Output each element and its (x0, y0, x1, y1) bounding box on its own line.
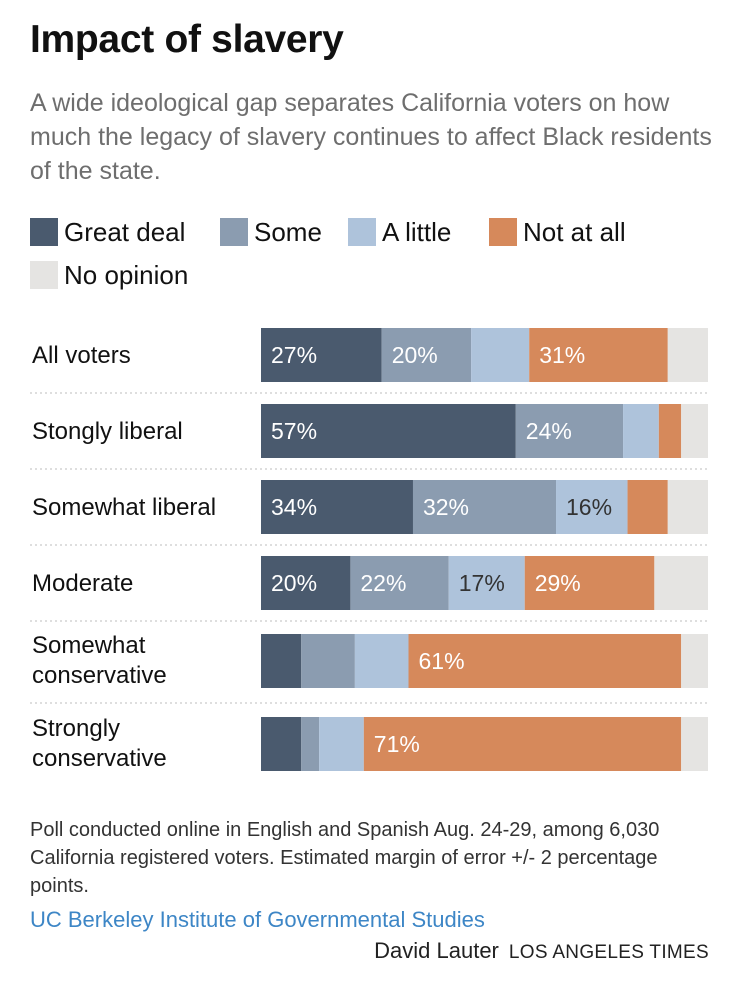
value-label-strongly-conservative-not-at-all: 71% (374, 731, 420, 757)
bar-all-voters-not-at-all (529, 328, 668, 382)
bar-all-voters-no-opinion (667, 328, 708, 382)
stacked-bar-chart: All voters 27% 20% 31% Stongly liberal 57% 24%… (30, 328, 708, 772)
row-label-stongly-liberal: Stongly liberal (32, 418, 183, 445)
legend-swatch-no-opinion (30, 261, 58, 289)
legend-swatch-some (220, 218, 248, 246)
bar-all-voters-some (381, 328, 472, 382)
bar-somewhat-liberal-great-deal (261, 480, 413, 534)
row-label-somewhat-conservative: Somewhat conservative (32, 632, 167, 689)
value-label-stongly-liberal-great-deal: 57% (271, 418, 317, 444)
value-label-somewhat-liberal-great-deal: 34% (271, 494, 317, 520)
author-name: David Lauter (374, 938, 499, 963)
bar-all-voters-a-little (471, 328, 530, 382)
bar-moderate-great-deal (261, 556, 351, 610)
value-label-all-voters-great-deal: 27% (271, 342, 317, 368)
bar-somewhat-conservative-not-at-all (408, 634, 682, 688)
bar-somewhat-liberal-a-little (556, 480, 628, 534)
value-label-moderate-some: 22% (360, 570, 406, 596)
legend-item-no-opinion: No opinion (30, 259, 188, 291)
value-label-somewhat-conservative-not-at-all: 61% (419, 648, 465, 674)
source-link[interactable]: UC Berkeley Institute of Governmental St… (30, 907, 485, 932)
legend-item-a-little: A little (348, 216, 451, 248)
bar-all-voters-great-deal (261, 328, 382, 382)
bar-moderate-a-little (448, 556, 525, 610)
bar-stongly-liberal-not-at-all (658, 404, 682, 458)
bar-strongly-conservative-great-deal (261, 717, 302, 771)
row-label-moderate: Moderate (32, 570, 133, 597)
bar-stongly-liberal-great-deal (261, 404, 516, 458)
legend-item-some: Some (220, 216, 322, 248)
bar-somewhat-liberal-no-opinion (667, 480, 708, 534)
value-label-moderate-a-little: 17% (459, 570, 505, 596)
bar-somewhat-conservative-no-opinion (681, 634, 708, 688)
legend-item-not-at-all: Not at all (489, 216, 626, 248)
chart-subtitle: A wide ideological gap separates Califor… (30, 89, 712, 185)
bar-somewhat-conservative-some (301, 634, 355, 688)
bar-strongly-conservative-no-opinion (681, 717, 708, 771)
row-label-all-voters: All voters (32, 342, 131, 369)
legend-swatch-a-little (348, 218, 376, 246)
bar-somewhat-liberal-some (412, 480, 557, 534)
bar-moderate-no-opinion (654, 556, 708, 610)
value-label-all-voters-not-at-all: 31% (539, 342, 585, 368)
value-label-all-voters-some: 20% (392, 342, 438, 368)
outlet-name: LOS ANGELES TIMES (508, 942, 709, 963)
bar-strongly-conservative-not-at-all (363, 717, 682, 771)
bar-somewhat-liberal-not-at-all (627, 480, 668, 534)
bar-stongly-liberal-a-little (623, 404, 659, 458)
bar-strongly-conservative-a-little (319, 717, 364, 771)
credit-line: David Lauter LOS ANGELES TIMES (374, 938, 709, 964)
legend-swatch-great-deal (30, 218, 58, 246)
legend-item-great-deal: Great deal (30, 216, 185, 248)
legend-label-no-opinion: No opinion (64, 259, 189, 290)
legend-label-some: Some (254, 216, 322, 247)
legend-label-great-deal: Great deal (64, 216, 186, 247)
value-label-stongly-liberal-some: 24% (526, 418, 572, 444)
bar-stongly-liberal-no-opinion (681, 404, 708, 458)
bar-strongly-conservative-some (301, 717, 320, 771)
legend-label-not-at-all: Not at all (523, 216, 626, 247)
chart-title: Impact of slavery (30, 18, 344, 61)
bar-stongly-liberal-some (515, 404, 624, 458)
value-label-somewhat-liberal-some: 32% (423, 494, 469, 520)
poll-footnote: Poll conducted online in English and Spa… (30, 819, 660, 897)
value-label-moderate-great-deal: 20% (271, 570, 317, 596)
legend-label-a-little: A little (382, 216, 452, 247)
bar-somewhat-conservative-a-little (354, 634, 409, 688)
value-label-somewhat-liberal-a-little: 16% (566, 494, 612, 520)
bar-somewhat-conservative-great-deal (261, 634, 302, 688)
row-label-strongly-conservative: Strongly conservative (32, 715, 167, 772)
legend-swatch-not-at-all (489, 218, 517, 246)
bar-moderate-not-at-all (524, 556, 655, 610)
bar-moderate-some (350, 556, 449, 610)
value-label-moderate-not-at-all: 29% (535, 570, 581, 596)
row-label-somewhat-liberal: Somewhat liberal (32, 494, 216, 521)
